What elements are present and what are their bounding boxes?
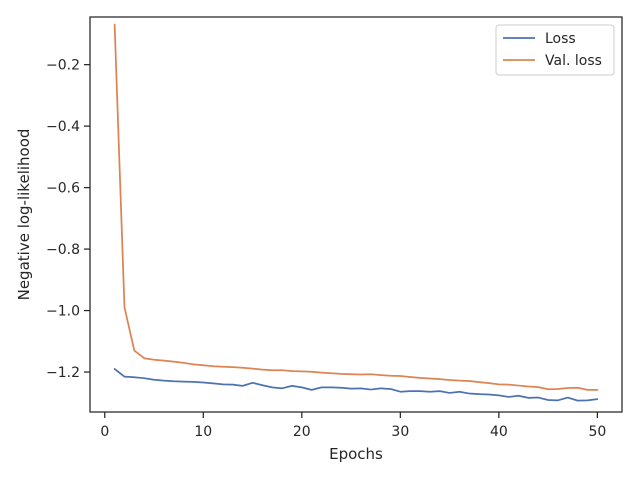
plot-frame	[89, 16, 623, 413]
x-tick-label: 20	[293, 424, 311, 440]
x-tick-label: 10	[194, 424, 212, 440]
legend-label-loss: Loss	[545, 31, 576, 47]
x-tick-label: 30	[391, 424, 409, 440]
x-tick-label: 40	[490, 424, 508, 440]
ticks-layer: 0 10 20 30 40 50 −0.2 −0.4 −0.6 −0.8 −1.0 −1.2	[46, 58, 606, 440]
x-tick-label: 0	[100, 424, 109, 440]
legend: Loss Val. loss	[495, 24, 615, 76]
y-tick-label: −0.6	[46, 181, 80, 197]
y-tick-label: −0.2	[46, 58, 80, 74]
legend-label-val-loss: Val. loss	[545, 53, 602, 69]
y-tick-label: −0.4	[46, 119, 80, 135]
y-axis-label: Negative log-likelihood	[15, 129, 33, 301]
series-line-loss	[113, 368, 599, 402]
x-axis-label: Epochs	[329, 445, 383, 463]
x-tick-label: 50	[588, 424, 606, 440]
series-layer	[113, 23, 599, 402]
y-tick-label: −1.0	[46, 304, 80, 320]
y-tick-label: −0.8	[46, 242, 80, 258]
series-line-val-loss	[113, 23, 599, 391]
y-tick-label: −1.2	[46, 365, 80, 381]
